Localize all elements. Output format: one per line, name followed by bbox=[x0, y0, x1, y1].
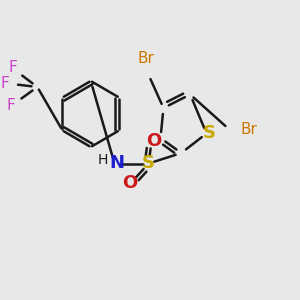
Text: F: F bbox=[0, 76, 9, 92]
Text: O: O bbox=[122, 174, 137, 192]
Text: Br: Br bbox=[241, 122, 257, 136]
Text: F: F bbox=[6, 98, 15, 112]
Text: Br: Br bbox=[137, 51, 154, 66]
Text: N: N bbox=[110, 154, 124, 172]
Text: S: S bbox=[202, 124, 215, 142]
Text: F: F bbox=[9, 60, 17, 75]
Text: S: S bbox=[142, 154, 155, 172]
Text: H: H bbox=[98, 154, 108, 167]
Text: O: O bbox=[146, 132, 162, 150]
